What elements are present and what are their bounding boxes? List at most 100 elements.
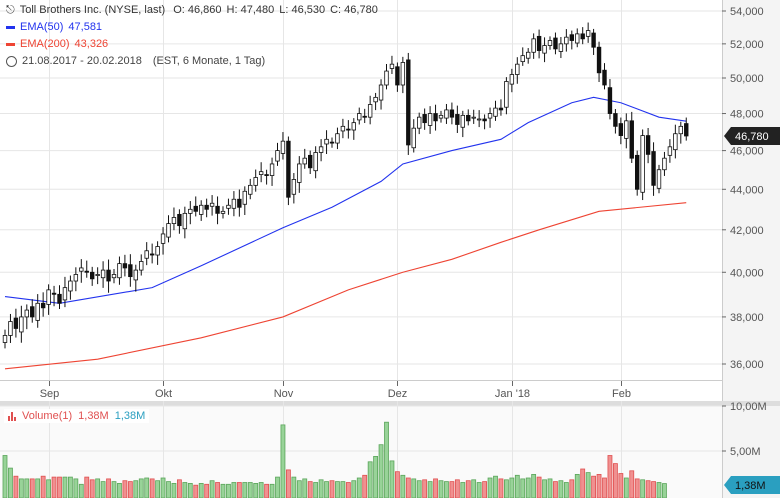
candle-body (68, 280, 73, 292)
volume-bar (514, 474, 520, 498)
volume-bar (493, 475, 498, 498)
candle-body (182, 212, 188, 230)
candle-body (128, 264, 133, 278)
high-value: H: 47,480 (226, 4, 275, 16)
volume-bar (29, 478, 35, 498)
volume-bar (57, 476, 62, 498)
candle-body (62, 287, 68, 301)
candle-body (166, 223, 171, 238)
volume-bar (558, 480, 564, 498)
volume-bar (640, 479, 646, 498)
volume-bar (313, 482, 319, 498)
volume-bar (613, 463, 618, 498)
price-tag (724, 126, 780, 145)
y-tick-label: 42,000 (730, 225, 764, 237)
candle-body (444, 109, 449, 119)
candle-body (547, 40, 553, 46)
legend-ema50[interactable]: EMA(50) 47,581 (6, 19, 378, 36)
volume-bar (520, 478, 526, 498)
volume-bar (269, 483, 275, 498)
indicator-settings-icon[interactable]: ⎋ (6, 4, 15, 16)
x-tick-label: Jan '18 (495, 388, 530, 400)
volume-tag (724, 476, 780, 494)
volume-value: 1,38M (78, 410, 109, 422)
volume-bar (220, 483, 226, 498)
candle-body (340, 125, 346, 132)
volume-bar (291, 476, 297, 498)
low-value: L: 46,530 (279, 4, 326, 16)
candle-body (324, 138, 329, 145)
volume-bar (433, 478, 438, 498)
volume-bar (509, 477, 515, 498)
clock-icon (6, 56, 17, 67)
volume-bar (553, 481, 558, 498)
volume-bar (591, 475, 596, 498)
volume-bar (394, 471, 400, 498)
volume-bar (405, 477, 411, 498)
volume-bar (427, 481, 433, 498)
y-tick-label: 44,000 (730, 184, 764, 196)
volume-bar (367, 461, 373, 498)
volume-bar (471, 479, 477, 498)
candle-body (542, 45, 547, 54)
ema50-line (4, 96, 687, 304)
volume-bar (373, 455, 379, 498)
volume-bar (296, 480, 302, 498)
candle-body (307, 154, 313, 169)
volume-bar (160, 477, 166, 498)
volume-bar (133, 480, 139, 498)
candle-body (188, 208, 193, 214)
price-tag-label: 46,780 (735, 131, 769, 143)
candle-body (558, 43, 564, 52)
volume-bar (580, 468, 586, 498)
volume-bar (596, 473, 602, 498)
candle-body (198, 204, 204, 215)
candle-body (564, 36, 569, 45)
candle-body (231, 198, 237, 209)
candle-body (8, 321, 13, 336)
candle-body (498, 107, 504, 111)
volume-bar (503, 479, 509, 498)
volume-bar (198, 482, 204, 498)
y-tick-label: 46,000 (730, 146, 764, 158)
volume-bar (454, 479, 460, 498)
volume-bar (662, 483, 667, 498)
candle-body (629, 120, 634, 159)
legend-ema200[interactable]: EMA(200) 43,326 (6, 36, 378, 53)
volume-bar (531, 473, 537, 498)
volume-bar (24, 478, 30, 498)
volume-label: Volume(1) (22, 410, 73, 422)
volume-bar (460, 482, 466, 498)
candle-body (318, 146, 324, 153)
volume-bar (498, 478, 504, 498)
candle-body (275, 150, 280, 162)
volume-bar (444, 481, 449, 498)
candle-body (171, 217, 177, 224)
volume-y-tick-label: 5,00M (730, 446, 761, 458)
volume-legend: Volume(1) 1,38M 1,38M (4, 409, 150, 423)
volume-bar (106, 478, 111, 498)
candle-body (635, 154, 640, 190)
volume-bar (651, 481, 656, 498)
ema50-swatch-icon (6, 26, 15, 29)
y-tick-label: 38,000 (730, 312, 764, 324)
candle-body (139, 261, 144, 271)
candle-body (242, 190, 247, 205)
candle-body (455, 114, 460, 125)
volume-bar (607, 455, 613, 498)
close-value: C: 46,780 (330, 4, 378, 16)
candle-body (122, 263, 128, 269)
volume-bar (258, 482, 264, 498)
candle-body (220, 210, 226, 214)
volume-bar (78, 483, 84, 498)
volume-bar (149, 478, 155, 498)
volume-bar (536, 476, 542, 498)
volume-bar (68, 476, 73, 498)
volume-bar (629, 470, 635, 498)
candle-body (509, 74, 515, 85)
candle-body (645, 135, 651, 155)
candle-body (291, 179, 297, 195)
candle-body (384, 70, 389, 86)
candle-body (656, 169, 662, 189)
